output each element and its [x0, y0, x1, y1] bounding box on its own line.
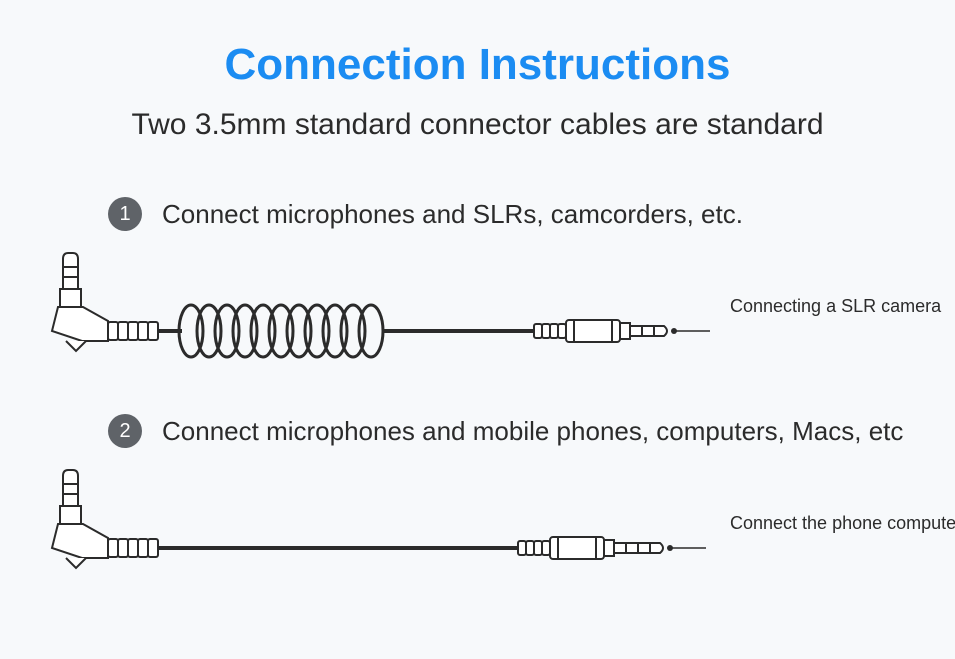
cable-2-row: Connect the phone computer [30, 466, 925, 581]
step-1-text: Connect microphones and SLRs, camcorders… [162, 199, 743, 230]
step-1-header: 1 Connect microphones and SLRs, camcorde… [30, 197, 925, 231]
step-2-text: Connect microphones and mobile phones, c… [162, 416, 903, 447]
step-2-header: 2 Connect microphones and mobile phones,… [30, 414, 925, 448]
cable-2-diagram [30, 466, 710, 581]
page-title: Connection Instructions [30, 40, 925, 90]
step-2-badge: 2 [108, 414, 142, 448]
cable-1-diagram [30, 249, 710, 364]
cable-1-label: Connecting a SLR camera [730, 296, 941, 317]
cable-1-row: Connecting a SLR camera [30, 249, 925, 364]
page-subtitle: Two 3.5mm standard connector cables are … [30, 108, 925, 142]
step-1-badge: 1 [108, 197, 142, 231]
cable-2-label: Connect the phone computer [730, 513, 955, 534]
